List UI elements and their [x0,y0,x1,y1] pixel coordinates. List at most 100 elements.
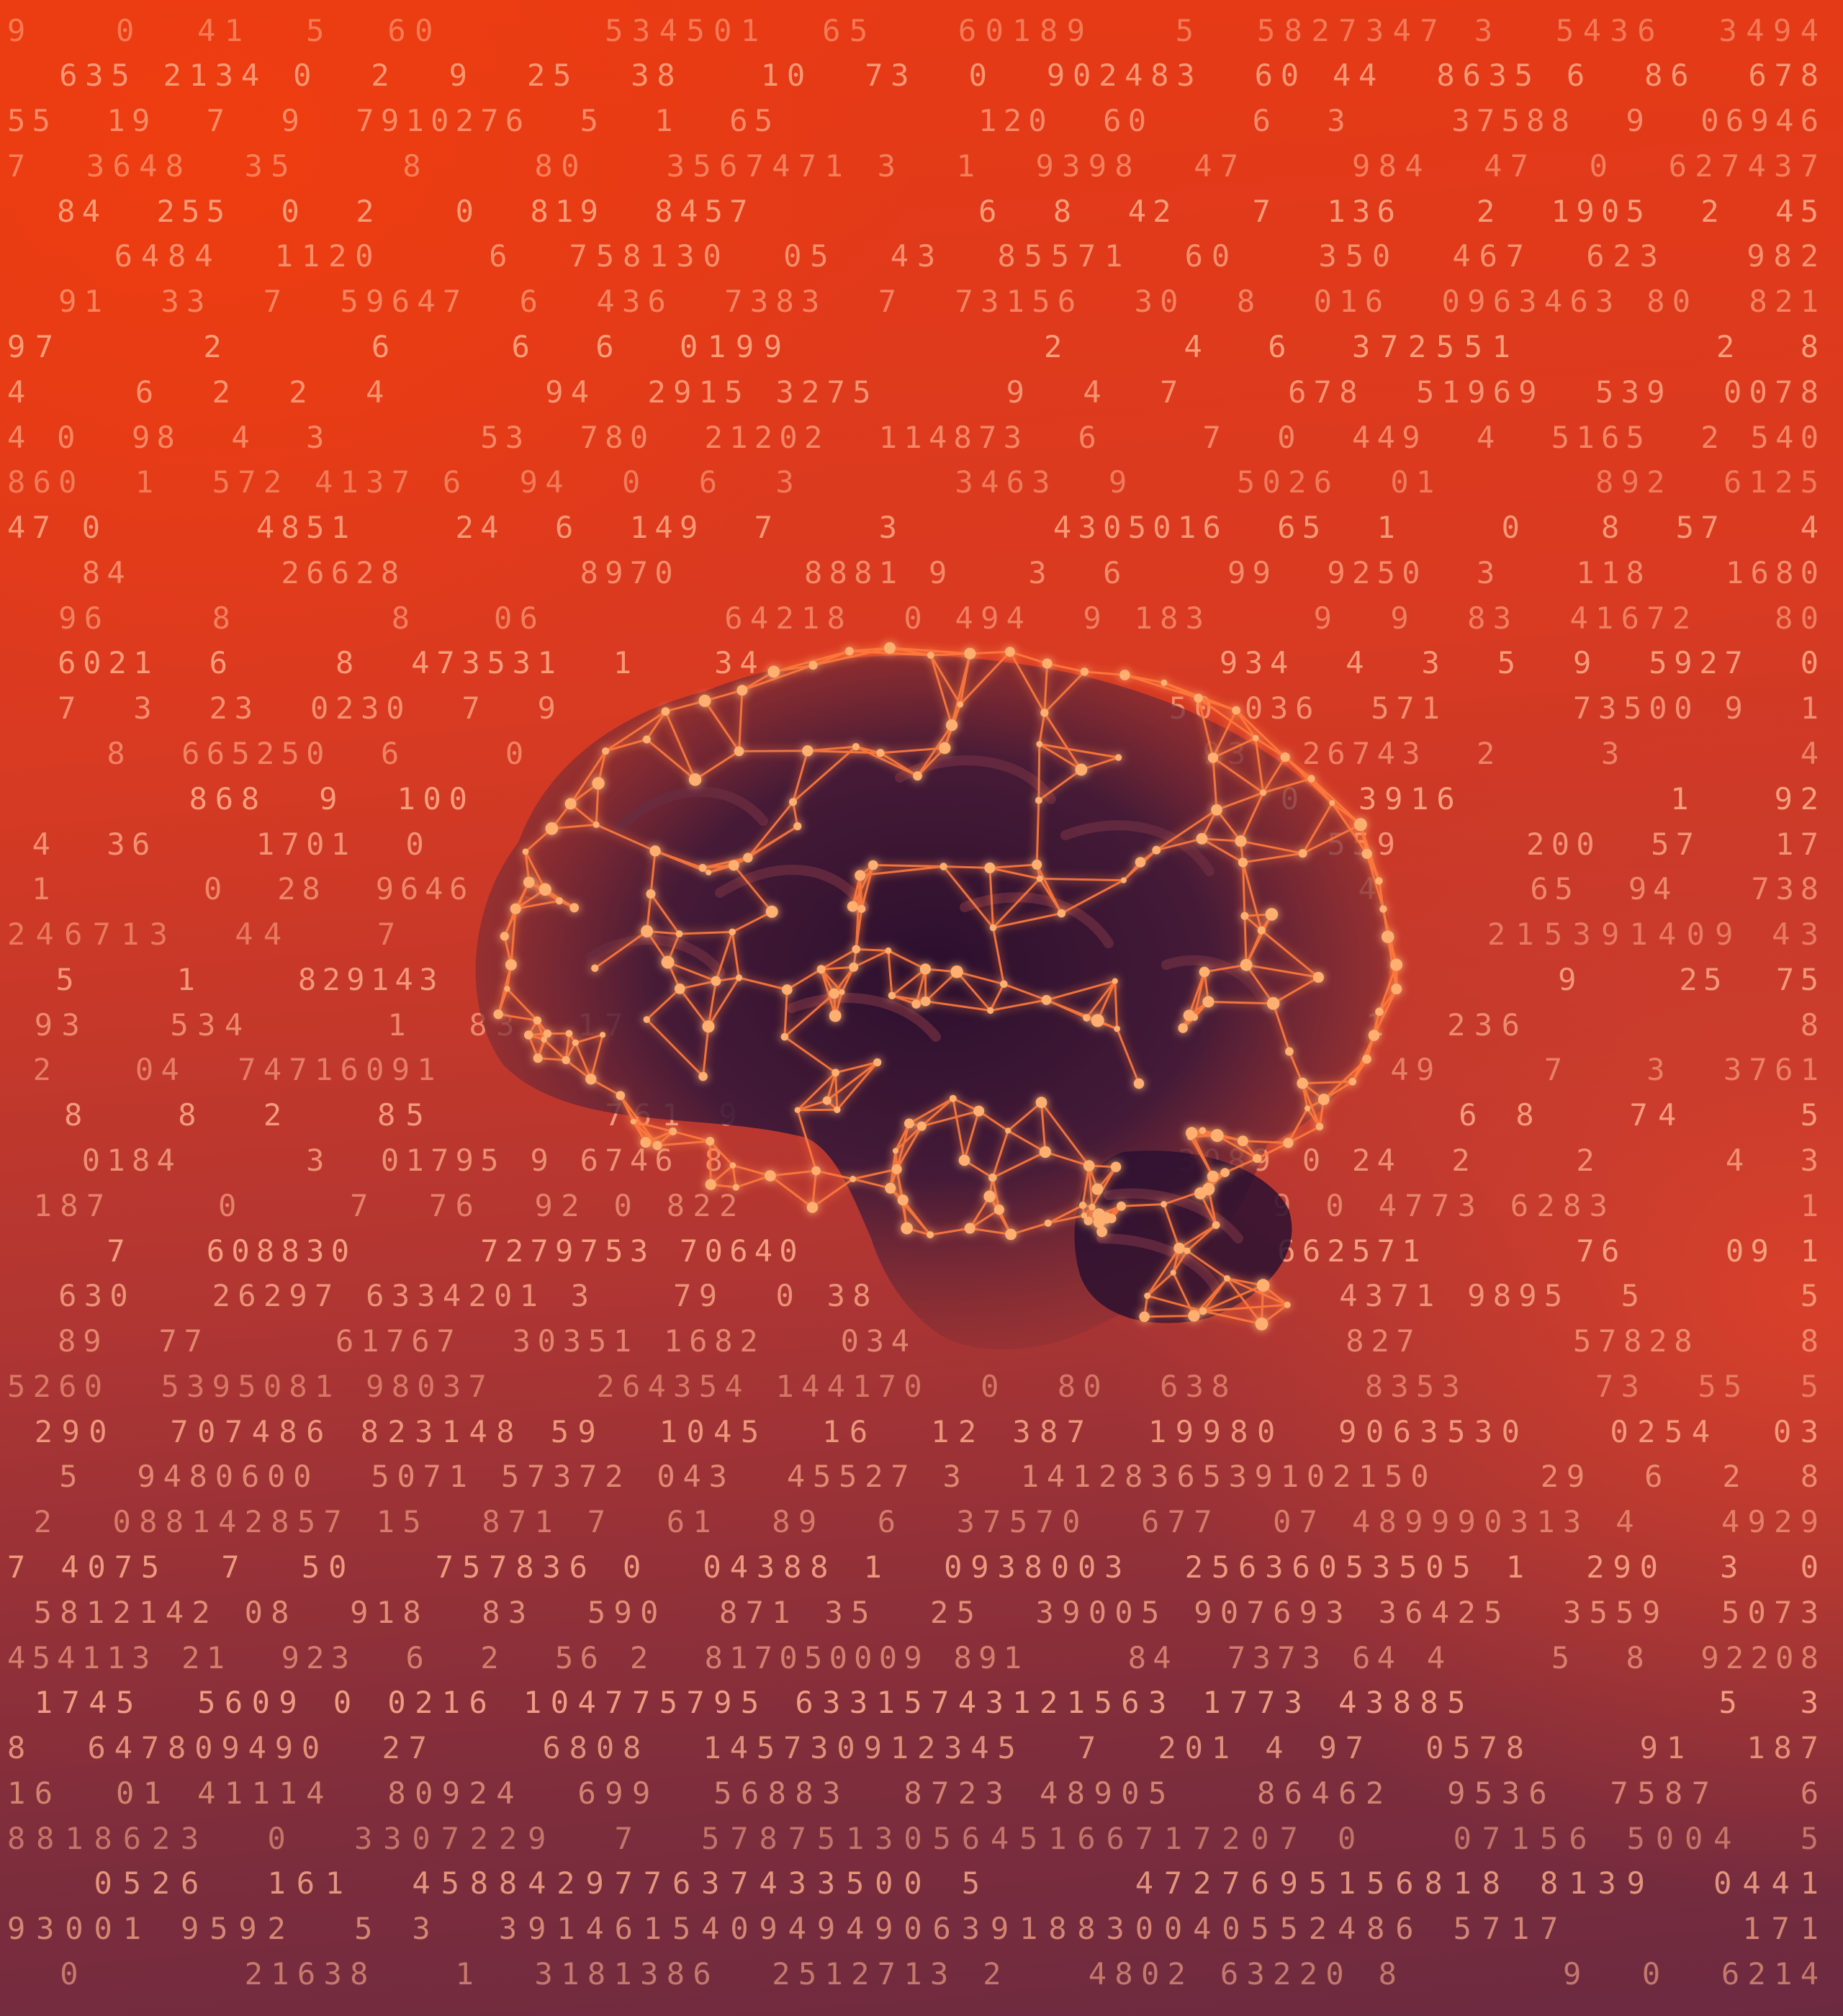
network-node [1329,800,1335,806]
network-node [1220,1168,1230,1177]
network-node [1280,752,1290,762]
network-node [993,1205,1004,1215]
network-link [1084,670,1125,676]
network-node [562,1056,570,1064]
network-node [1075,763,1088,776]
network-link [1198,697,1237,712]
network-node [1207,752,1219,763]
network-node [1260,789,1267,796]
network-node [500,932,509,941]
network-node [1285,1047,1294,1056]
network-link [595,824,656,852]
network-link [956,971,1004,986]
network-node [939,863,947,870]
network-node [1135,857,1146,868]
network-link [1047,662,1085,673]
network-link [735,1174,771,1189]
network-link [1114,981,1119,1029]
network-node [989,924,997,932]
network-node [888,991,896,1000]
network-link [1040,877,1124,882]
network-node [1035,796,1042,804]
network-link [834,1072,839,1110]
network-link [707,981,717,1027]
network-link [1224,1157,1258,1174]
network-link [1121,1203,1164,1207]
network-node [1057,909,1066,918]
network-node [1096,1226,1107,1238]
network-link [1124,674,1199,700]
network-node [957,701,964,708]
network-link [989,984,1005,1012]
network-link [1186,1249,1228,1279]
network-node [539,883,551,896]
network-node [1307,775,1315,783]
network-node [1199,1307,1207,1315]
network-link [590,1078,621,1097]
network-link [1262,756,1287,793]
network-link [742,664,814,692]
network-link [880,747,945,755]
network-node [1315,1122,1324,1131]
network-link [1081,756,1119,771]
network-link [1212,709,1238,759]
network-node [984,862,996,873]
digit-row: 91 33 7 59647 6 436 7383 7 73156 30 8 01… [7,284,1829,319]
network-node [927,652,934,659]
network-link [1322,1058,1368,1101]
network-node [1211,804,1222,816]
network-node [669,1128,677,1135]
network-node [876,749,885,757]
network-link [783,992,835,1038]
network-node [884,642,896,654]
network-link [646,738,696,780]
network-link [1045,1151,1090,1167]
network-node [1186,1127,1198,1139]
network-link [970,650,1011,655]
network-node [802,745,814,757]
network-link [889,1187,932,1236]
network-node [950,966,963,978]
network-node [1041,995,1052,1005]
network-link [702,1026,710,1077]
network-node [1032,859,1042,870]
network-node [1375,877,1383,885]
network-link [672,1130,711,1143]
network-node [873,1058,882,1067]
digit-row: 93001 9592 5 3 3914615409494906391883004… [7,1911,1829,1946]
network-link [1116,1028,1140,1084]
network-link [916,747,946,777]
network-node [510,903,521,914]
network-link [894,1125,923,1152]
network-node [1252,734,1259,742]
network-node [600,1032,606,1038]
network-node [1120,877,1127,883]
network-link [1197,698,1215,758]
network-node [927,1231,934,1238]
network-link [605,738,647,752]
network-link [1009,650,1048,665]
network-link [826,1072,837,1101]
network-link [929,654,962,706]
network-link [992,927,1005,985]
network-link [1226,1277,1263,1325]
digit-row: 47 0 4851 24 6 149 7 3 4305016 65 1 0 8 … [7,510,1829,545]
network-node [675,984,685,994]
network-node [765,1170,776,1182]
network-node [729,1162,736,1169]
network-link [665,699,706,713]
network-link [506,988,539,1022]
network-node [1107,1214,1117,1223]
network-link [731,1165,737,1188]
network-link [1163,1204,1181,1249]
network-node [616,1091,626,1100]
network-link [1216,791,1264,811]
network-node [964,1223,975,1234]
network-node [1119,670,1130,680]
network-link [739,750,808,752]
network-link [742,670,775,691]
network-node [1161,1201,1168,1207]
network-node [789,798,797,806]
